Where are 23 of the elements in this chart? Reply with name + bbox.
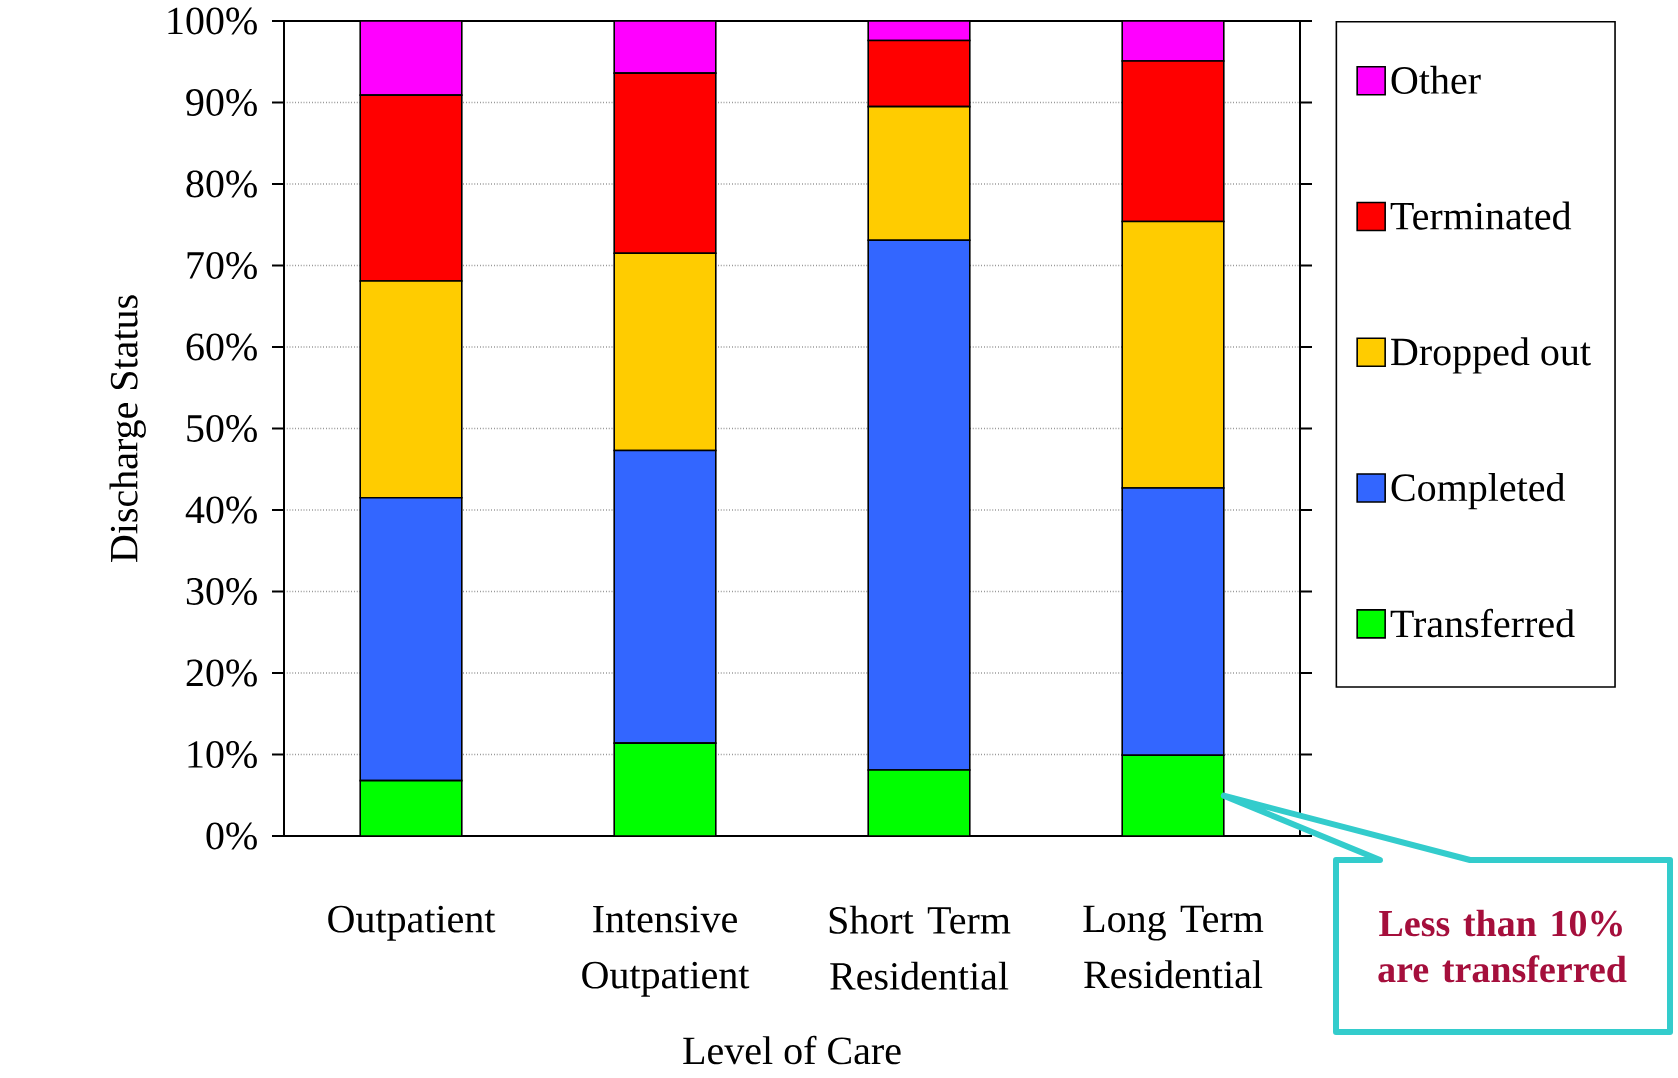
x-axis-title: Level of Care	[683, 1035, 901, 1065]
y-tick-label: 80%	[186, 170, 257, 198]
legend-label: Completed	[1391, 473, 1566, 510]
y-tick-label: 0%	[206, 822, 257, 850]
legend-label: Dropped out	[1391, 337, 1591, 374]
y-tick-label: 70%	[187, 251, 257, 280]
y-tick-label: 60%	[186, 333, 257, 361]
y-tick-label: 40%	[185, 496, 257, 524]
x-tick-label: Short Term Residential	[829, 905, 1011, 990]
legend-label: Other	[1391, 65, 1481, 94]
legend-label: Transferred	[1390, 608, 1575, 638]
y-tick-label: 30%	[186, 577, 257, 606]
y-tick-label: 50%	[187, 414, 257, 443]
y-tick-label: 10%	[188, 740, 257, 769]
legend-label: Terminated	[1390, 201, 1572, 230]
x-tick-label: Intensive Outpatient	[582, 905, 750, 997]
x-tick-label: Outpatient	[328, 905, 496, 941]
y-tick-label: 100%	[168, 7, 257, 35]
y-tick-label: 20%	[186, 659, 257, 687]
text: Less than 10% are transferred	[1378, 909, 1627, 983]
y-tick-label: 90%	[186, 88, 257, 117]
y-axis-title: Discharge Status	[109, 295, 146, 562]
x-tick-label: Long Term Residential	[1083, 905, 1264, 989]
